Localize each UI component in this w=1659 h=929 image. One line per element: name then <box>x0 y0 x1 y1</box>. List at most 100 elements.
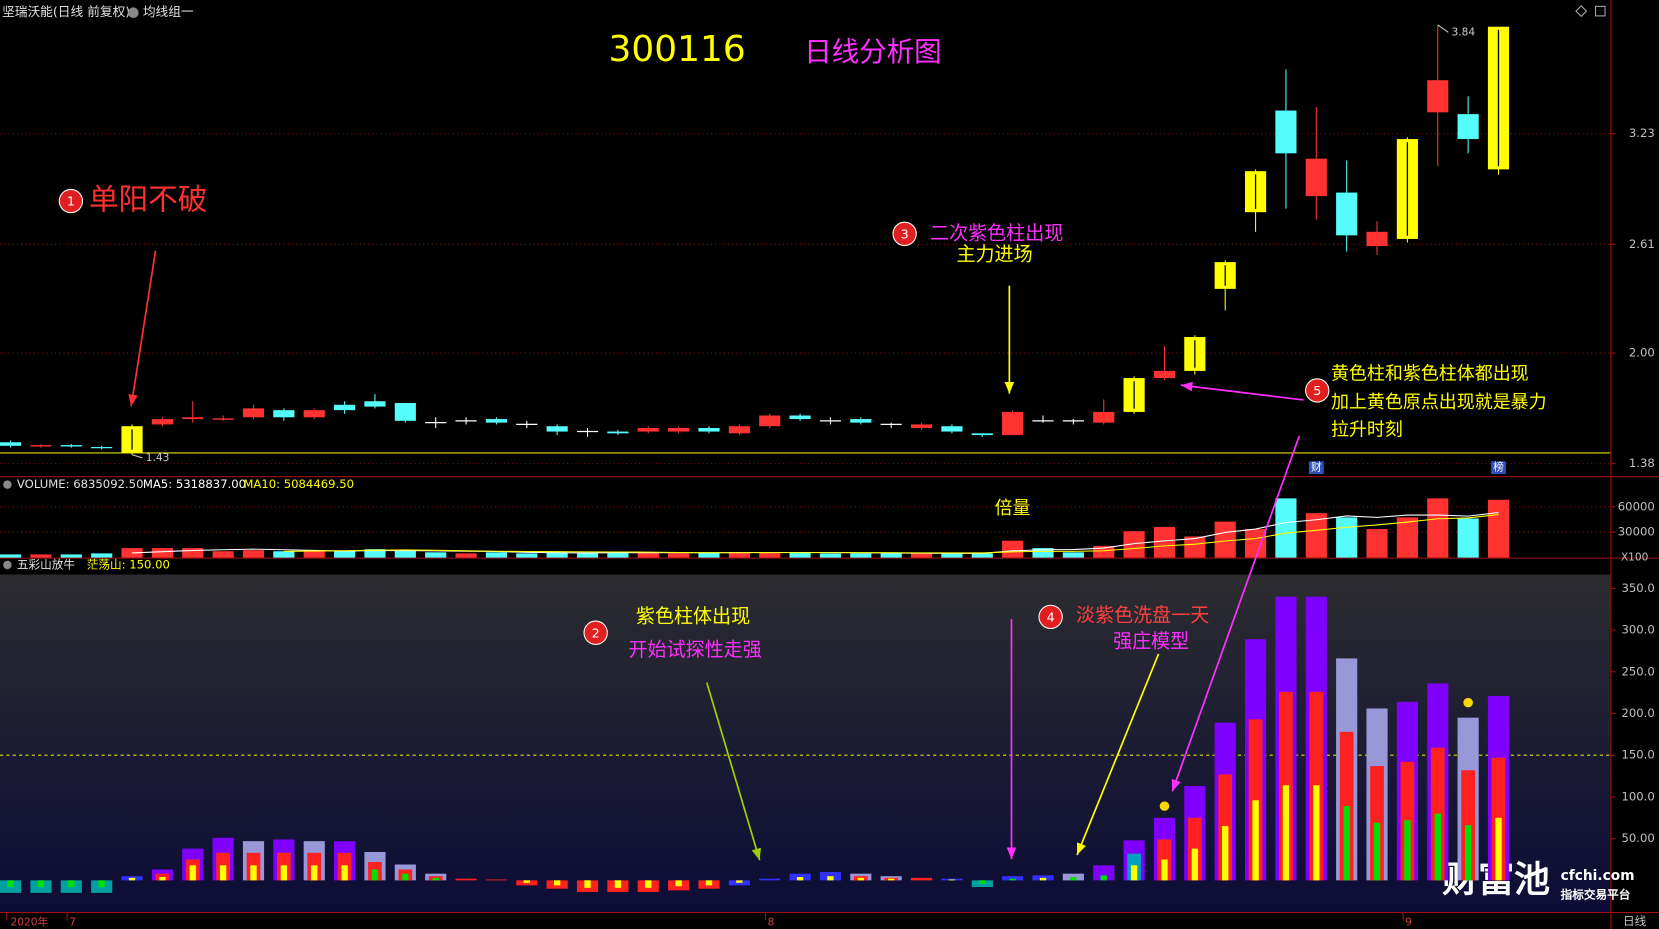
candle-body <box>1305 158 1327 197</box>
subtitle: 日线分析图 <box>804 36 942 68</box>
volume-bar <box>455 553 477 558</box>
candle-body <box>1153 370 1176 379</box>
event-label: 财 <box>1311 461 1322 474</box>
arrow <box>705 682 761 861</box>
volume-bar <box>1214 521 1236 558</box>
candle-body <box>1427 80 1449 113</box>
note-number: 2 <box>592 625 600 640</box>
volume-bar <box>334 551 356 558</box>
candle-body <box>1457 114 1479 140</box>
candle-body <box>728 426 750 434</box>
indicator-bar <box>1222 826 1229 881</box>
indicator-bar <box>1039 877 1047 881</box>
note-number: 5 <box>1313 383 1321 398</box>
indicator-title: 五彩山放牛 <box>17 558 76 572</box>
candle-body <box>759 415 781 427</box>
indicator-bar <box>941 878 963 881</box>
volume-bar <box>668 553 690 558</box>
toolbar-icon[interactable] <box>1575 5 1588 18</box>
indicator-bar <box>128 877 136 881</box>
indicator-bar <box>910 877 933 881</box>
candle-body <box>334 404 356 411</box>
volume-bar <box>880 553 902 558</box>
y-tick-label: 300.0 <box>1621 623 1654 637</box>
y-tick-label: 30000 <box>1618 525 1655 539</box>
volume-bar <box>607 552 629 558</box>
indicator-bar <box>759 878 781 881</box>
note-badge <box>1305 378 1330 403</box>
volume-bar <box>819 553 842 558</box>
arrow <box>1171 435 1301 792</box>
note-text: 单阳不破 <box>89 183 207 217</box>
volume-title: VOLUME: 6835092.50 <box>17 477 144 491</box>
volume-bar <box>1366 529 1388 558</box>
volume-bar <box>425 552 447 558</box>
indicator-bar <box>68 880 75 888</box>
volume-bar <box>273 551 295 558</box>
indicator-bar <box>1130 865 1138 881</box>
indicator-bar <box>159 877 166 881</box>
volume-bar <box>1457 518 1479 558</box>
volume-bar <box>1002 540 1024 558</box>
indicator-bar <box>584 880 591 888</box>
volume-bar <box>303 551 325 558</box>
indicator-bar <box>98 880 105 888</box>
indicator-bar <box>827 876 834 881</box>
volume-bar <box>1062 552 1084 558</box>
candle-body <box>546 426 568 432</box>
indicator-bar <box>1191 848 1199 881</box>
indicator-bar <box>402 873 409 881</box>
x-tick-label: 8 <box>768 917 775 929</box>
period: 日线 <box>1623 914 1647 928</box>
volume-bar <box>698 552 720 558</box>
volume-bar <box>1336 517 1358 558</box>
group-icon[interactable] <box>128 7 139 19</box>
indicator-bar <box>7 880 14 888</box>
volume-bar <box>1032 548 1054 558</box>
volume-bar <box>941 553 963 558</box>
indicator-bar <box>485 879 508 881</box>
candle-body <box>151 419 173 425</box>
indicator-bar <box>1313 785 1320 881</box>
event-flag <box>1491 461 1506 475</box>
candle-body <box>1275 110 1297 154</box>
candle-body <box>364 401 386 407</box>
event-flag <box>1308 461 1324 475</box>
indicator-bar <box>1434 813 1441 881</box>
candle-body <box>1366 231 1388 247</box>
arrow-head <box>1077 842 1086 855</box>
indicator-bar <box>1404 820 1411 881</box>
volume-bar <box>242 550 265 558</box>
panel-icon[interactable] <box>3 560 12 570</box>
indicator-bar <box>1495 817 1502 881</box>
candle-body <box>971 433 993 436</box>
indicator-bar <box>37 880 45 888</box>
note-text: 加上黄色原点出现就是暴力 <box>1331 392 1547 413</box>
panel-icon[interactable] <box>3 480 12 489</box>
y-tick-label: 2.00 <box>1629 346 1655 360</box>
volume-bar <box>971 553 993 558</box>
indicator-bar <box>280 865 288 881</box>
indicator-bar <box>219 865 227 881</box>
candle-body <box>242 408 265 418</box>
indicator-bar <box>1070 877 1077 881</box>
y-tick-label: 1.38 <box>1629 456 1655 470</box>
ma-line <box>283 514 1499 554</box>
volume-bar <box>789 552 811 558</box>
indicator-bar <box>371 869 379 881</box>
group-name[interactable]: 均线组一 <box>143 4 194 19</box>
toolbar-icon[interactable] <box>1594 5 1606 17</box>
indicator-bar <box>1100 875 1107 881</box>
watermark-site: cfchi.com <box>1561 868 1635 884</box>
note-badge <box>583 620 608 645</box>
volume-bar <box>212 551 234 558</box>
indicator-bar <box>1093 865 1115 881</box>
arrow <box>1180 384 1304 401</box>
indicator-bar <box>1248 719 1263 881</box>
max-pointer <box>1437 24 1449 33</box>
indicator-bar <box>1282 785 1290 881</box>
volume-bar <box>1305 513 1327 558</box>
y-tick-label: 3.23 <box>1629 126 1655 140</box>
indicator-bar <box>311 865 318 881</box>
